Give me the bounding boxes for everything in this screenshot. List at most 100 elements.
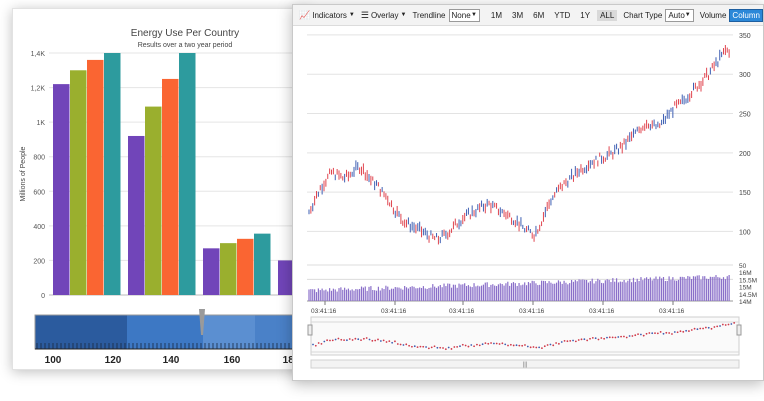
- navigator-point: [331, 339, 334, 342]
- navigator-point: [461, 343, 464, 346]
- navigator-point: [656, 332, 659, 335]
- navigator-point: [566, 340, 569, 343]
- range-button-6m[interactable]: 6M: [533, 10, 545, 20]
- navigator-point: [394, 340, 396, 343]
- navigator-point: [444, 348, 447, 351]
- layers-icon: ☰: [360, 9, 369, 20]
- navigator-point: [348, 338, 351, 340]
- navigator-point: [716, 325, 719, 328]
- navigator-point: [538, 346, 541, 349]
- navigator-point: [541, 347, 543, 349]
- price-grid: 100 150 200 250 300 350: [307, 33, 751, 236]
- navigator-point: [396, 343, 399, 345]
- range-button-ytd[interactable]: YTD: [554, 10, 571, 20]
- time-label: 03:41:16: [519, 308, 545, 315]
- navigator-point: [659, 331, 662, 333]
- navigator-point: [690, 329, 693, 331]
- zoom-tick-label: 180: [283, 355, 300, 366]
- bar-series: [53, 53, 295, 296]
- navigator-point: [713, 326, 716, 328]
- navigator-point: [507, 344, 509, 347]
- navigator-point: [377, 338, 379, 341]
- price-y-tick: 200: [739, 151, 751, 158]
- trendline-value: None: [451, 10, 471, 20]
- time-label: 03:41:16: [589, 308, 615, 315]
- navigator-point: [546, 344, 549, 346]
- trendline-label: Trendline: [412, 10, 446, 20]
- bar-y-tick: 200: [33, 258, 45, 265]
- price-y-tick: 250: [739, 112, 751, 119]
- navigator-point: [334, 338, 337, 341]
- navigator-point: [623, 335, 625, 338]
- bar-y-tick: 800: [33, 155, 45, 162]
- navigator-point: [631, 335, 634, 337]
- bar-2-1: [220, 243, 237, 295]
- navigator-point: [346, 339, 348, 342]
- navigator-point: [374, 339, 377, 342]
- indicators-menu[interactable]: 📈 Indicators ▼: [299, 10, 355, 21]
- chart-toolbar: 📈 Indicators ▼ ☰ Overlay ▼ Trendline Non…: [293, 5, 763, 26]
- range-button-3m[interactable]: 3M: [512, 10, 524, 20]
- zoom-slider[interactable]: 100 120 140 160 180: [34, 309, 309, 366]
- time-label: 03:41:16: [449, 308, 475, 315]
- chevron-down-icon: ▼: [684, 11, 691, 18]
- navigator-right-handle: [736, 324, 742, 336]
- range-button-1y[interactable]: 1Y: [580, 10, 591, 20]
- bar-y-tick: 0: [41, 293, 45, 300]
- bar-y-tick: 1K: [36, 120, 45, 127]
- range-button-1m[interactable]: 1M: [490, 10, 503, 20]
- navigator-point: [337, 337, 340, 340]
- chevron-down-icon: ▼: [400, 12, 407, 18]
- navigator-point: [450, 348, 453, 350]
- navigator-point: [402, 344, 405, 346]
- price-y-tick: 100: [739, 229, 751, 236]
- navigator-point: [600, 337, 603, 339]
- time-axis: 03:41:16 03:41:16 03:41:16 03:41:16 03:41:16…: [311, 301, 685, 315]
- navigator-point: [682, 330, 685, 333]
- bar-chart-title: Energy Use Per Country: [131, 28, 239, 39]
- navigator-point: [459, 345, 461, 348]
- navigator-point: [453, 346, 456, 348]
- navigator-point: [693, 327, 696, 330]
- navigator-point: [427, 347, 430, 350]
- navigator-point: [317, 342, 320, 344]
- time-label: 03:41:16: [659, 308, 685, 315]
- navigator-point: [569, 339, 572, 342]
- navigator-point: [362, 337, 365, 340]
- bar-y-tick: 1,4K: [31, 51, 46, 58]
- navigator-point: [625, 336, 628, 339]
- price-series: [308, 45, 730, 245]
- navigator-point: [637, 333, 639, 336]
- navigator-point: [572, 339, 574, 342]
- chart-type-label: Chart Type: [623, 10, 663, 20]
- navigator-point: [710, 327, 713, 330]
- navigator-point: [577, 339, 580, 341]
- navigator-point: [422, 345, 425, 348]
- navigator-left-handle: [307, 324, 313, 336]
- navigator-point: [351, 339, 354, 341]
- volume-y-tick: 50: [739, 263, 747, 270]
- navigator-point: [470, 344, 473, 346]
- navigator-point: [493, 342, 495, 345]
- navigator-point: [597, 338, 600, 341]
- navigator-point: [673, 331, 676, 333]
- trendline-select[interactable]: None ▼: [448, 8, 480, 22]
- chart-type-select[interactable]: Auto ▼: [665, 8, 694, 22]
- navigator-point: [382, 339, 385, 342]
- price-y-tick: 150: [739, 190, 751, 197]
- navigator-point: [529, 346, 532, 349]
- navigator-pane[interactable]: |||: [307, 316, 742, 369]
- stock-chart-window: 📈 Indicators ▼ ☰ Overlay ▼ Trendline Non…: [292, 4, 764, 381]
- navigator-point: [724, 324, 727, 326]
- volume-select[interactable]: Column: [729, 8, 763, 22]
- navigator-point: [371, 339, 374, 342]
- navigator-point: [416, 346, 419, 349]
- navigator-point: [419, 345, 422, 348]
- navigator-point: [549, 343, 552, 346]
- navigator-point: [651, 332, 654, 335]
- bar-y-tick: 1,2K: [31, 86, 46, 93]
- overlay-menu[interactable]: ☰ Overlay ▼: [361, 10, 407, 21]
- indicators-label: Indicators: [312, 10, 347, 20]
- range-button-all[interactable]: ALL: [597, 9, 618, 21]
- bar-1-3: [179, 53, 196, 295]
